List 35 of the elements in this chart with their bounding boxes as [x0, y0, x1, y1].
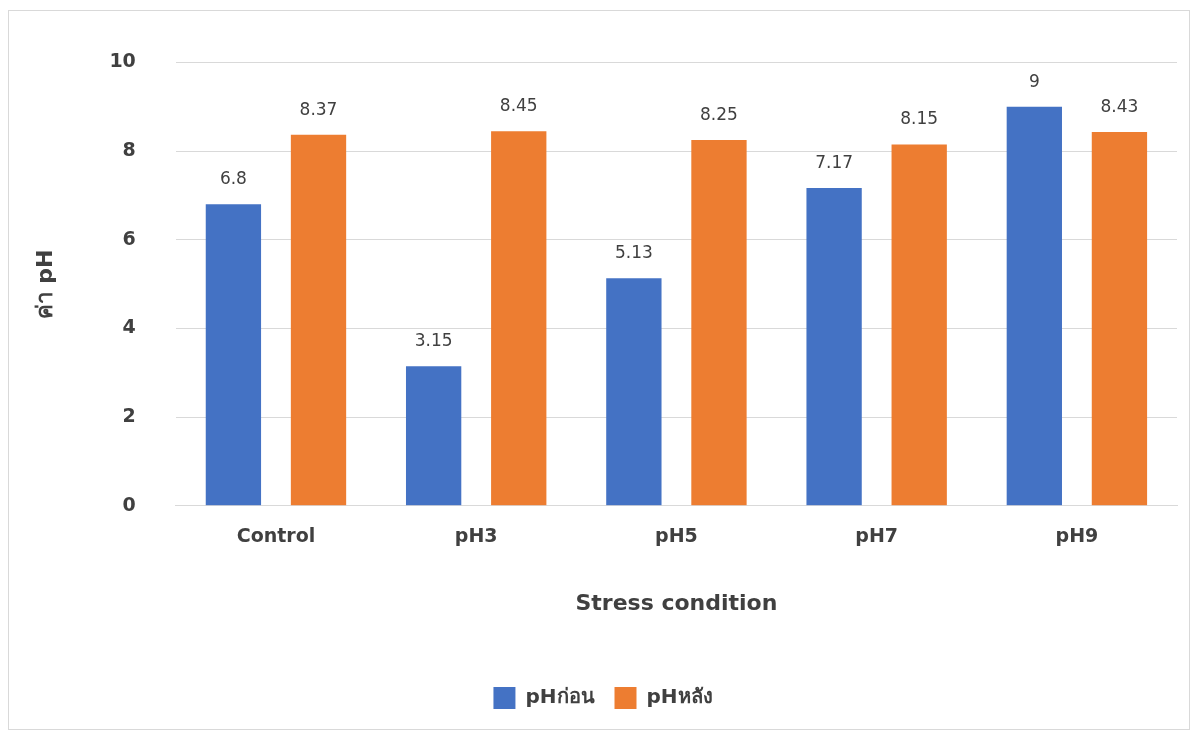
y-tick-label: 4 — [122, 315, 136, 338]
bar — [1006, 106, 1062, 506]
bar — [606, 278, 662, 506]
x-tick-label: pH5 — [655, 524, 698, 547]
bar — [405, 366, 462, 506]
data-label: 5.13 — [614, 242, 653, 263]
bar — [491, 131, 547, 506]
data-label: 8.37 — [299, 98, 338, 119]
bar — [1091, 132, 1148, 506]
y-tick-label: 6 — [122, 226, 136, 249]
data-label: 8.25 — [700, 103, 738, 124]
data-label: 8.15 — [900, 108, 939, 129]
x-tick-label: pH9 — [1055, 524, 1099, 547]
y-tick-label: 8 — [122, 138, 136, 161]
data-label: 6.8 — [219, 168, 247, 189]
bar — [290, 134, 347, 506]
bar — [891, 144, 947, 506]
bar — [691, 140, 747, 506]
legend-label: pHหลัง — [646, 684, 713, 709]
data-label: 8.43 — [1100, 95, 1139, 116]
data-label: 9 — [1028, 70, 1040, 91]
legend-label: pHก่อน — [525, 684, 595, 709]
x-axis-title: Stress condition — [575, 589, 778, 615]
y-tick-label: 10 — [109, 49, 136, 72]
y-tick-label: 2 — [122, 404, 136, 427]
bar — [205, 204, 262, 506]
data-label: 7.17 — [815, 151, 854, 172]
x-tick-label: pH7 — [855, 524, 899, 547]
data-label: 3.15 — [414, 330, 453, 351]
y-tick-label: 0 — [122, 492, 136, 515]
x-tick-label: Control — [236, 524, 316, 547]
data-label: 8.45 — [499, 95, 538, 116]
y-axis-title: ค่า pH — [31, 249, 57, 319]
x-tick-label: pH3 — [454, 524, 498, 547]
bar — [806, 187, 862, 506]
